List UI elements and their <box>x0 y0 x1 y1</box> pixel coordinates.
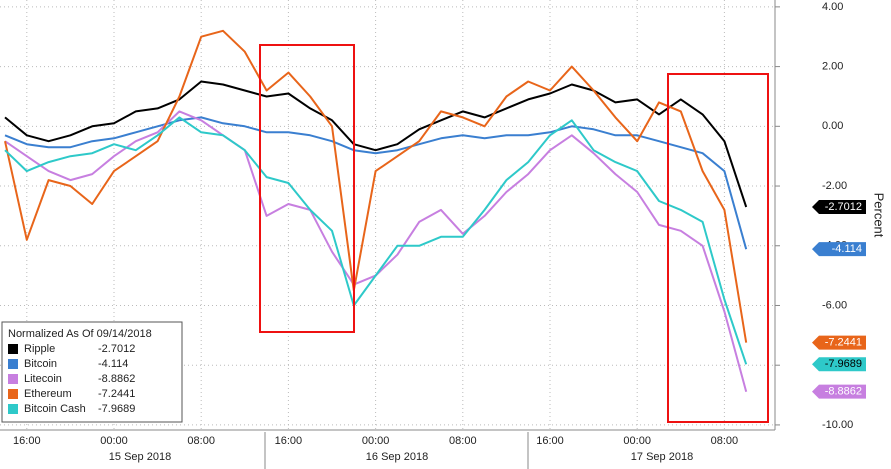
series-line <box>4 29 748 343</box>
value-tag <box>812 199 866 214</box>
x-tick-label: 00:00 <box>623 435 651 447</box>
highlight-box <box>667 73 769 423</box>
legend-label: Bitcoin Cash <box>24 403 86 415</box>
x-tick-label: 16:00 <box>536 435 564 447</box>
x-tick-label: 08:00 <box>711 435 739 447</box>
legend-value: -8.8862 <box>98 373 135 385</box>
y-tick-label: 0.00 <box>822 120 843 132</box>
legend: Normalized As Of 09/14/2018 Ripple -2.701… <box>1 321 183 423</box>
y-tick-label: -2.00 <box>822 180 847 192</box>
legend-value: -7.9689 <box>98 403 135 415</box>
value-tag <box>812 384 866 399</box>
value-tag-label: -4.114 <box>832 243 862 255</box>
y-tick-label: 4.00 <box>822 1 843 13</box>
y-tick-label: -10.00 <box>822 419 853 431</box>
legend-swatch <box>8 374 18 384</box>
legend-swatch <box>8 389 18 399</box>
value-tag-label: -2.7012 <box>825 201 862 213</box>
x-tick-label: 00:00 <box>100 435 128 447</box>
x-tick-label: 00:00 <box>362 435 390 447</box>
value-tag <box>812 357 866 372</box>
date-label: 15 Sep 2018 <box>109 451 171 463</box>
legend-box <box>1 321 183 423</box>
legend-swatch <box>8 344 18 354</box>
legend-label: Litecoin <box>24 373 62 385</box>
legend-label: Bitcoin <box>24 358 57 370</box>
value-tag <box>812 242 866 257</box>
series-line <box>4 116 748 365</box>
x-tick-label: 16:00 <box>13 435 41 447</box>
legend-value: -2.7012 <box>98 343 135 355</box>
highlight-box <box>259 44 355 333</box>
x-tick-label: 16:00 <box>275 435 303 447</box>
series-line <box>4 80 748 208</box>
y-tick-label: -6.00 <box>822 299 847 311</box>
legend-title: Normalized As Of 09/14/2018 <box>8 328 152 340</box>
value-tag <box>812 335 866 350</box>
series-line <box>4 116 748 250</box>
date-label: 16 Sep 2018 <box>366 451 428 463</box>
y-tick-label: 2.00 <box>822 60 843 72</box>
value-tag-label: -8.8862 <box>825 386 862 398</box>
value-tag-label: -7.2441 <box>825 337 862 349</box>
x-tick-label: 08:00 <box>449 435 477 447</box>
legend-swatch <box>8 404 18 414</box>
date-label: 17 Sep 2018 <box>631 451 693 463</box>
legend-swatch <box>8 359 18 369</box>
legend-value: -7.2441 <box>98 388 135 400</box>
y-axis-label: Percent <box>872 193 887 238</box>
x-tick-label: 08:00 <box>187 435 215 447</box>
legend-label: Ripple <box>24 343 55 355</box>
value-tag-label: -7.9689 <box>825 358 862 370</box>
legend-value: -4.114 <box>98 358 128 370</box>
legend-label: Ethereum <box>24 388 72 400</box>
